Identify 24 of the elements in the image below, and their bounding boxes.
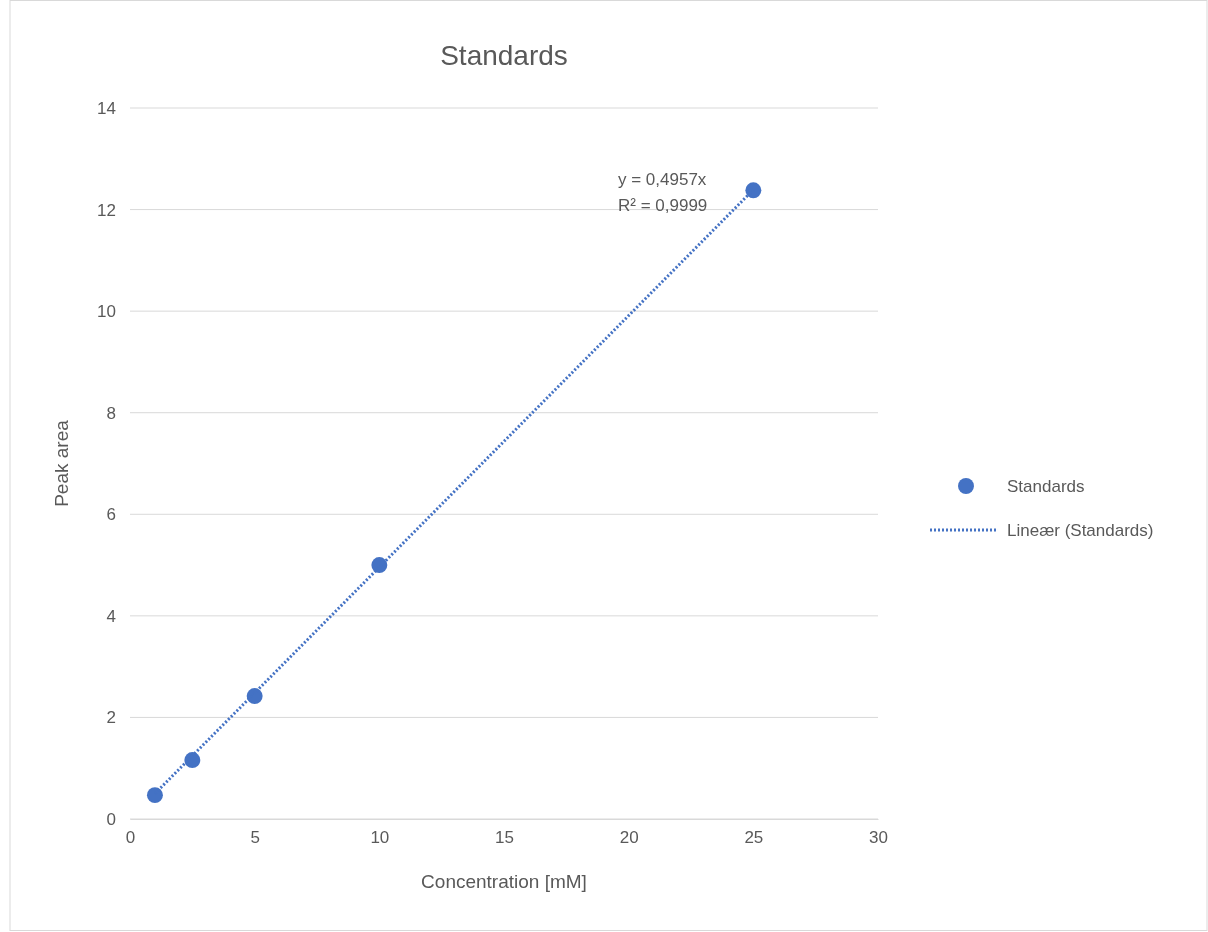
x-axis-title: Concentration [mM] (421, 871, 587, 892)
y-tick-label: 6 (106, 505, 116, 525)
y-tick-label: 4 (106, 606, 116, 626)
y-tick-label: 0 (106, 809, 116, 829)
chart-title: Standards (440, 40, 568, 71)
point (745, 182, 762, 199)
x-tick-label: 25 (744, 828, 764, 848)
x-tick-label: 20 (619, 828, 639, 848)
x-tick-label: 0 (125, 828, 136, 848)
y-axis-title: Peak area (51, 419, 72, 507)
annotation: y = 0,4957x (618, 170, 707, 189)
y-tick-label: 14 (97, 98, 116, 118)
x-tick-label: 30 (869, 828, 888, 848)
y-tick-label: 12 (97, 200, 116, 220)
point (146, 787, 163, 804)
y-tick-label: 2 (106, 708, 116, 728)
legend-label: Lineær (Standards) (1007, 521, 1154, 540)
x-tick-label: 5 (250, 828, 260, 848)
y-tick-label: 10 (97, 302, 116, 322)
x-tick-label: 15 (495, 828, 514, 848)
annotation: R² = 0,9999 (618, 196, 708, 215)
y-tick-label: 8 (106, 403, 116, 423)
legend-label: Standards (1007, 477, 1085, 496)
x-tick-label: 10 (370, 828, 390, 848)
